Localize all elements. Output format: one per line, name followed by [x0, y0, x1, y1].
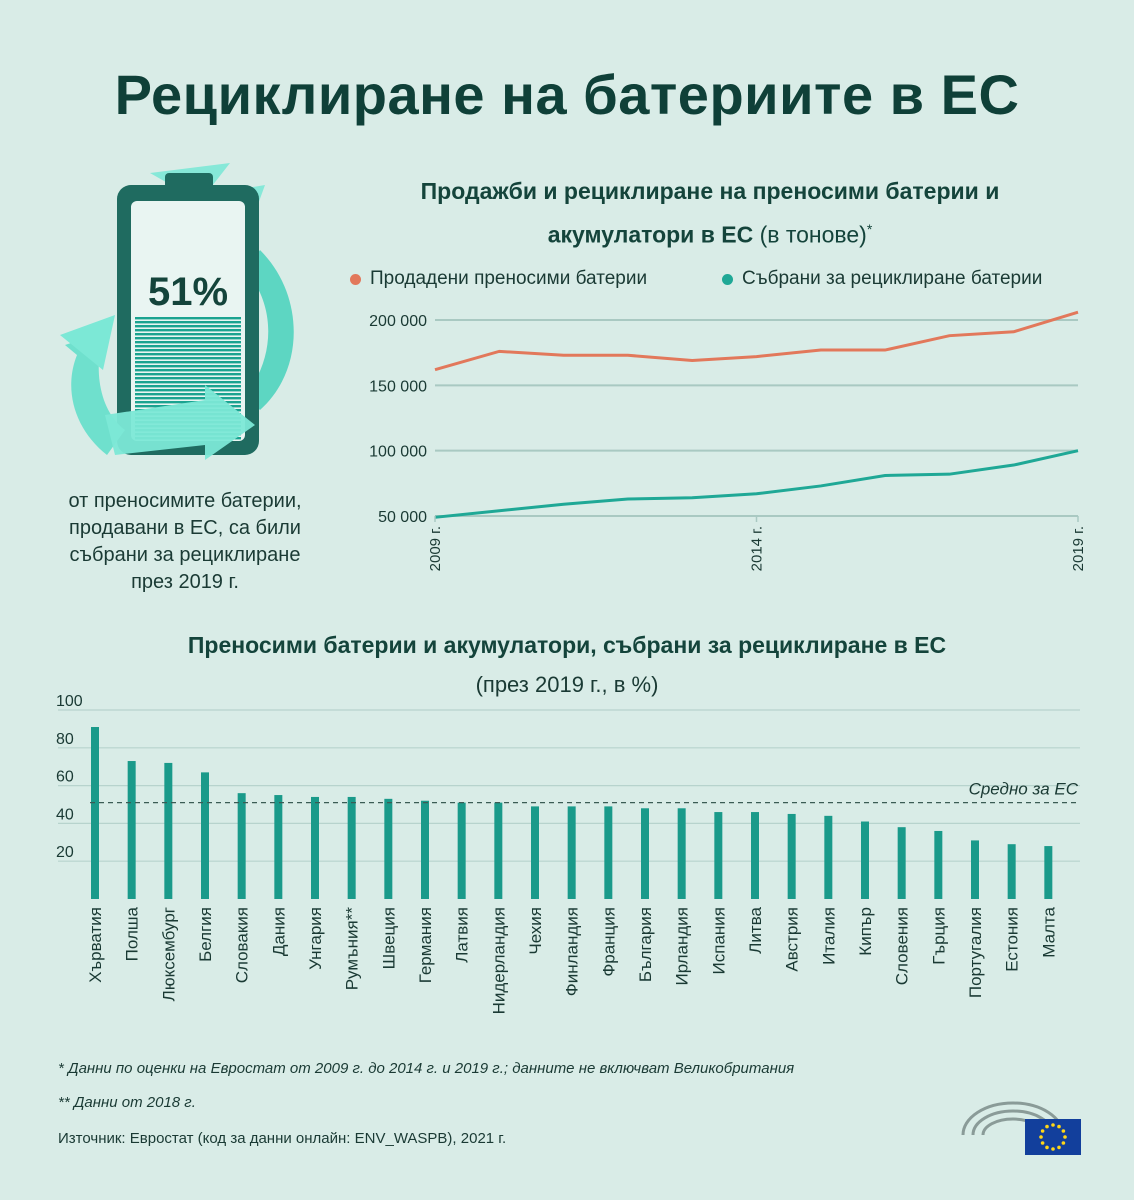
y-tick-label: 150 000 — [369, 378, 427, 395]
bar-category-label: Испания — [709, 907, 728, 974]
line-title-part1: Продажби и рециклиране на преносими бате… — [420, 178, 1000, 204]
bar-category-label: Литва — [746, 906, 765, 953]
bar-category-label: Словения — [893, 907, 912, 985]
footnote-2: ** Данни от 2018 г. — [58, 1094, 196, 1111]
bar — [971, 840, 979, 899]
bar-category-label: Малта — [1039, 906, 1058, 957]
bar-category-label: Ирландия — [673, 907, 692, 985]
caption-line: през 2019 г. — [131, 571, 239, 593]
bar-chart: 100 80 60 40 20 Хърватия Полша Люксембург Белгия… — [56, 693, 1080, 1014]
bar-category-label: Гърция — [929, 907, 948, 965]
line-chart-title: Продажби и рециклиране на преносими бате… — [340, 172, 1080, 254]
bar — [677, 808, 686, 899]
x-tick-label: 2019 г. — [1070, 526, 1087, 571]
bar-category-label: Чехия — [526, 907, 545, 955]
eu-parliament-logo — [955, 1095, 1085, 1157]
legend-sales-dot-icon — [350, 273, 361, 285]
bar — [274, 795, 283, 899]
bar — [897, 827, 906, 899]
bar-y-tick-label: 100 — [56, 693, 83, 710]
bar — [714, 812, 723, 899]
bar-category-label: Латвия — [453, 907, 472, 963]
bar-y-tick-label: 80 — [56, 731, 74, 748]
line-title-part2: акумулатори в ЕС — [547, 221, 754, 248]
bar — [861, 821, 869, 899]
bar-category-label: Кипър — [856, 907, 875, 956]
y-tick-label: 200 000 — [369, 313, 427, 330]
bar-category-label: Румъния** — [343, 907, 362, 991]
bar — [1007, 844, 1016, 899]
battery-recycle-graphic: 51% — [55, 155, 315, 485]
bar — [311, 796, 319, 899]
bar-category-label: Дания — [269, 907, 288, 956]
bar — [1044, 846, 1053, 899]
bar — [237, 793, 246, 899]
x-tick-label: 2009 г. — [427, 526, 444, 571]
bar-category-label: Франция — [599, 907, 618, 977]
bar-category-label: Австрия — [783, 907, 802, 972]
bar-category-label: Белгия — [196, 907, 215, 962]
bar-category-label: Швеция — [379, 907, 398, 969]
bar — [494, 802, 503, 899]
recycle-battery-icon — [60, 163, 294, 460]
bar — [604, 806, 613, 899]
parliament-logo-icon — [961, 1101, 1081, 1155]
bar — [201, 772, 209, 899]
legend-collected: Събрани за рециклиране батерии — [722, 268, 1042, 290]
bar — [384, 798, 393, 899]
bar-category-label: Италия — [819, 907, 838, 965]
bar-chart-title: Преносими батерии и акумулатори, събрани… — [187, 632, 947, 658]
footnote-1: * Данни по оценки на Евростат от 2009 г.… — [58, 1060, 795, 1077]
bar-category-label: Хърватия — [86, 907, 105, 983]
bar — [127, 761, 136, 899]
legend-sales: Продадени преносими батерии — [350, 268, 647, 290]
bar-category-label: Германия — [416, 907, 435, 983]
bar-category-label: Финландия — [563, 907, 582, 996]
caption-line: от преносимите батерии, — [68, 490, 302, 512]
series-line-1 — [434, 449, 1079, 519]
legend-sales-label: Продадени преносими батерии — [370, 268, 648, 289]
bar — [641, 808, 649, 899]
bar-category-label: Нидерландия — [489, 907, 508, 1014]
bar — [787, 813, 796, 899]
bar-y-tick-label: 60 — [56, 769, 74, 786]
bar-chart-subtitle: (през 2019 г., в %) — [475, 672, 659, 697]
series-line-0 — [434, 310, 1079, 372]
caption-line: продавани в ЕС, са били — [69, 517, 301, 539]
bar-category-label: Португалия — [966, 907, 985, 998]
bar — [457, 802, 466, 899]
bar-category-label: Полша — [123, 906, 142, 961]
line-title-unit: (в тонове) — [753, 221, 867, 248]
bar — [531, 806, 539, 899]
bar — [824, 815, 833, 899]
bar-y-tick-label: 40 — [56, 806, 74, 823]
y-tick-label: 100 000 — [369, 444, 427, 461]
bar — [934, 830, 943, 899]
bar-category-label: Унгария — [306, 907, 325, 970]
bar-y-tick-label: 20 — [56, 844, 74, 861]
page-title: Рециклиране на батериите в ЕС — [114, 63, 1020, 126]
bar-category-label: Словакия — [233, 907, 252, 983]
bar-category-label: Люксембург — [159, 907, 178, 1001]
bar-category-label: България — [636, 907, 655, 982]
highlight-percent: 51% — [147, 270, 229, 314]
line-title-mark: * — [866, 221, 873, 237]
x-tick-label: 2014 г. — [749, 526, 766, 571]
legend-collected-label: Събрани за рециклиране батерии — [742, 268, 1043, 289]
bar — [751, 812, 759, 899]
legend-collected-dot-icon — [722, 273, 733, 285]
bar-category-label: Естония — [1003, 907, 1022, 972]
bar — [567, 806, 576, 899]
highlight-caption: от преносимите батерии, продавани в ЕС, … — [40, 488, 330, 596]
average-label: Средно за ЕС — [969, 780, 1079, 799]
caption-line: събрани за рециклиране — [69, 544, 301, 566]
source-note: Източник: Евростат (код за данни онлайн:… — [58, 1130, 507, 1147]
bar — [347, 796, 356, 899]
y-tick-label: 50 000 — [378, 509, 427, 526]
bar — [421, 800, 429, 899]
bar — [91, 727, 99, 899]
bar — [164, 762, 173, 899]
